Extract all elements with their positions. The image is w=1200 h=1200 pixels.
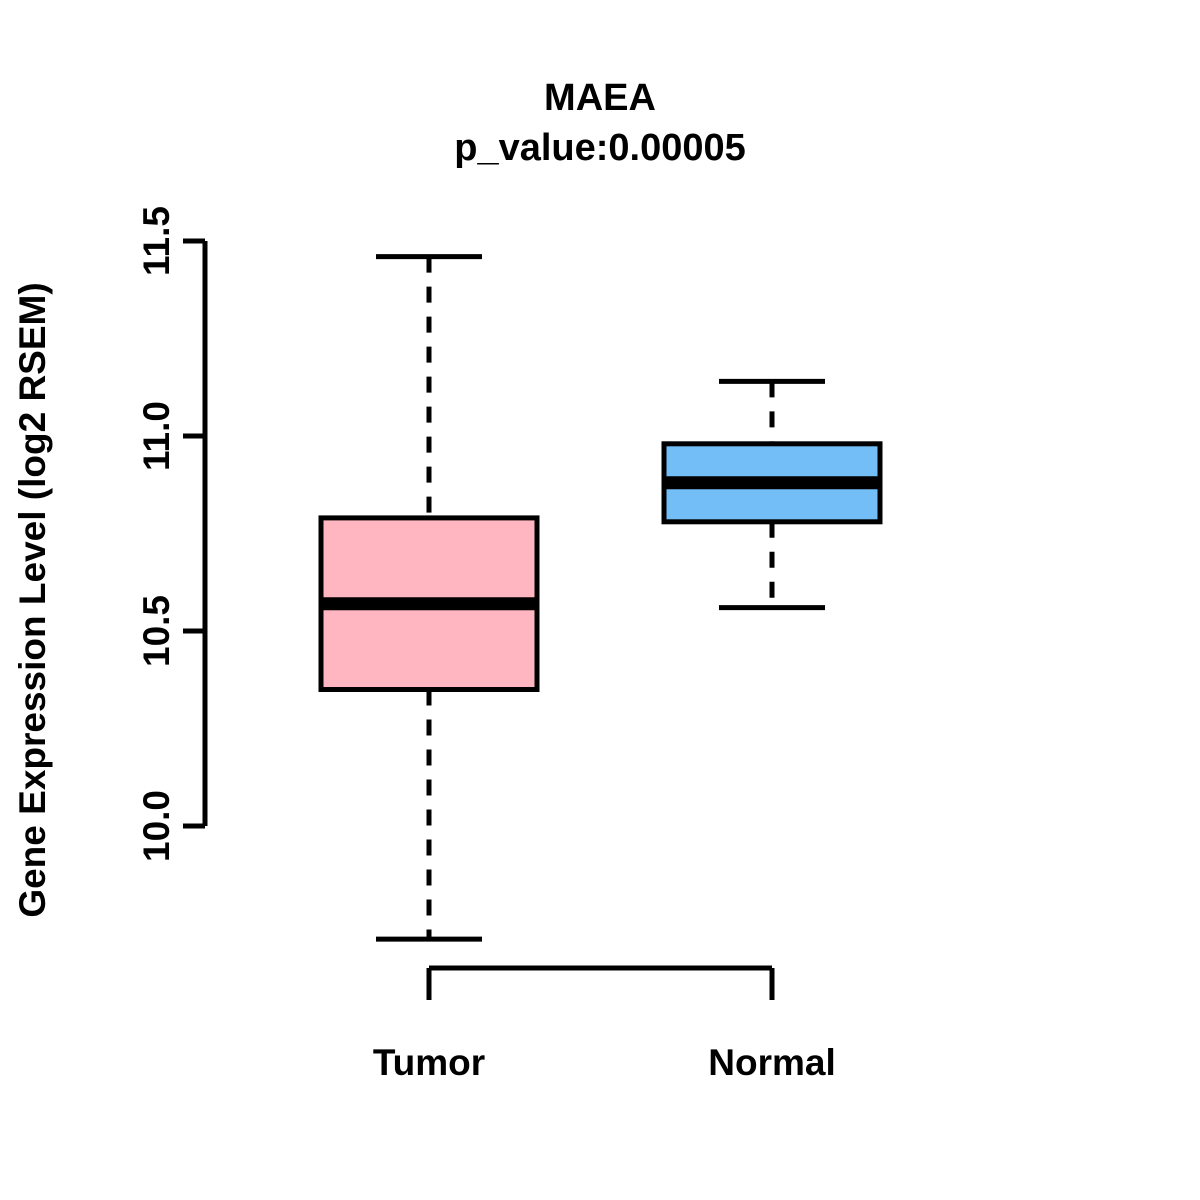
y-axis-tick-label: 10.5 — [136, 595, 177, 667]
y-axis-tick-label: 10.0 — [136, 790, 177, 862]
y-axis-tick-label: 11.5 — [136, 206, 177, 276]
y-axis-tick-labels: 10.0 10.5 11.0 11.5 — [136, 206, 177, 862]
chart-subtitle: p_value:0.00005 — [454, 127, 746, 169]
y-axis-title: Gene Expression Level (log2 RSEM) — [12, 282, 53, 917]
y-axis-tick-label: 11.0 — [136, 401, 177, 471]
y-axis — [183, 238, 208, 829]
x-axis — [426, 965, 775, 1000]
chart-title: MAEA — [544, 77, 656, 119]
boxplot-tumor — [318, 254, 540, 942]
box-series — [318, 254, 883, 942]
x-axis-category-labels: Tumor Normal — [373, 1042, 836, 1083]
x-axis-label-tumor: Tumor — [373, 1042, 485, 1083]
x-axis-label-normal: Normal — [708, 1042, 835, 1083]
boxplot-normal — [661, 378, 883, 611]
